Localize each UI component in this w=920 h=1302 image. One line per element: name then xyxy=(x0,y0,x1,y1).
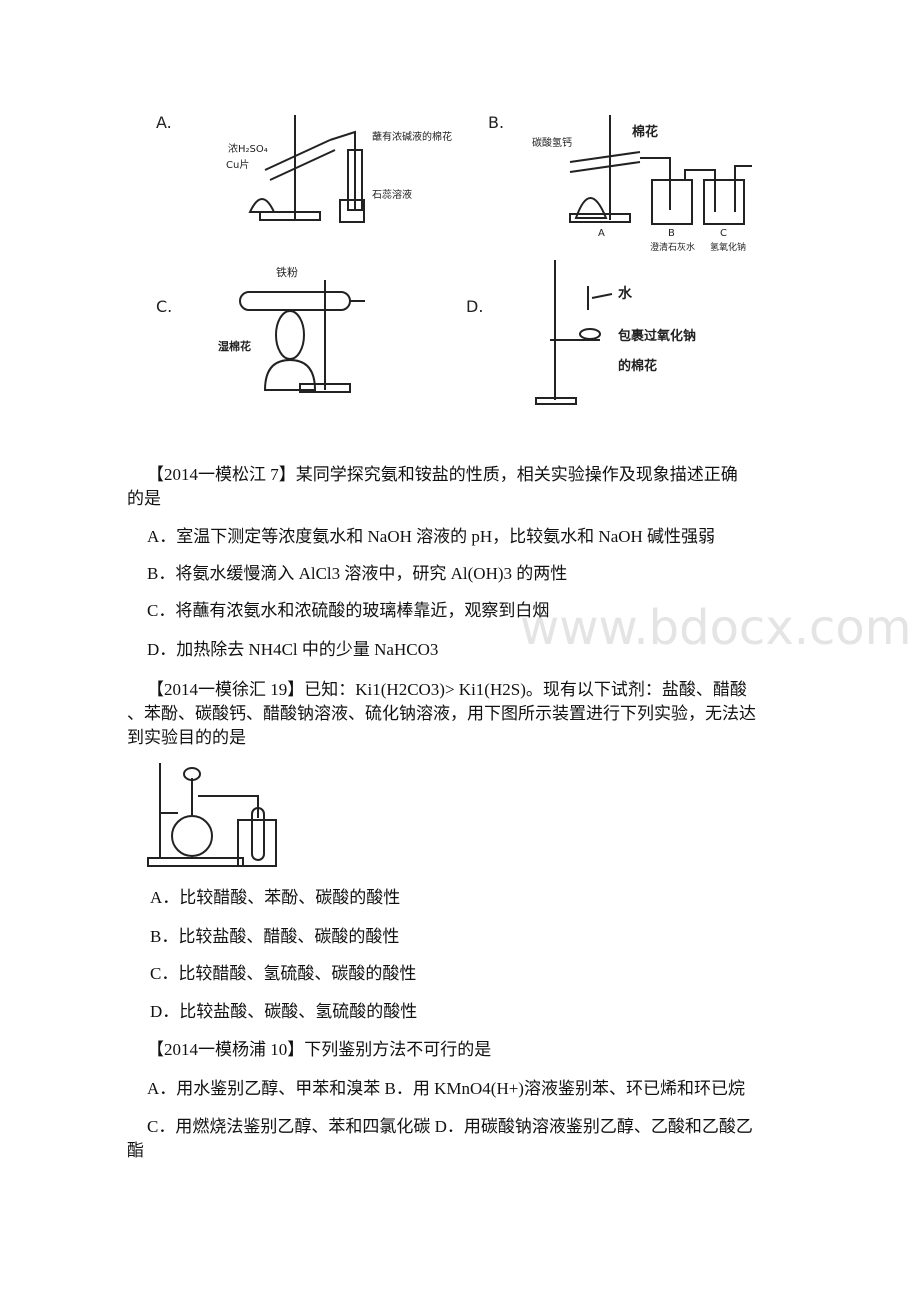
tube xyxy=(269,149,336,181)
burner xyxy=(248,198,276,213)
note: 蘸有浓碱液的棉花 xyxy=(372,130,452,143)
question-line: 【2014一模杨浦 10】下列鉴别方法不可行的是 xyxy=(147,1040,492,1059)
funnel xyxy=(183,767,201,781)
option: C．比较醋酸、氢硫酸、碳酸的酸性 xyxy=(150,964,417,983)
note: 包裹过氧化钠 xyxy=(618,328,696,344)
pipe xyxy=(684,169,716,212)
option: C．用燃烧法鉴别乙醇、苯和四氯化碳 D．用碳酸钠溶液鉴别乙醇、乙酸和乙酸乙 xyxy=(147,1117,753,1136)
flask xyxy=(171,815,213,857)
cotton xyxy=(579,328,601,340)
question-line: 【2014一模松江 7】某同学探究氨和铵盐的性质，相关实验操作及现象描述正确 xyxy=(147,465,738,484)
watermark: www.bdocx.com xyxy=(520,600,912,656)
beaker xyxy=(339,199,365,223)
note: 澄清石灰水 xyxy=(650,241,695,253)
panel-label: D. xyxy=(466,297,483,316)
stand-base xyxy=(535,397,577,405)
bottle xyxy=(703,179,745,225)
tube xyxy=(239,291,351,311)
burner xyxy=(574,197,608,219)
question-line: 、苯酚、碳酸钙、醋酸钠溶液、硫化钠溶液，用下图所示装置进行下列实验，无法达 xyxy=(127,704,756,723)
note: Cu片 xyxy=(226,158,249,171)
panel-label: A. xyxy=(156,113,172,132)
question-line: 到实验目的的是 xyxy=(127,728,246,747)
panel-label: C. xyxy=(156,297,172,316)
note: 棉花 xyxy=(632,124,658,140)
stand-base xyxy=(569,213,631,223)
question-line: 【2014一模徐汇 19】已知：Ki1(H2CO3)> Ki1(H2S)。现有以… xyxy=(147,680,747,699)
bottle xyxy=(651,179,693,225)
option: B．将氨水缓慢滴入 AlCl3 溶液中，研究 Al(OH)3 的两性 xyxy=(147,564,568,583)
test-tube xyxy=(251,807,265,861)
pipe xyxy=(734,165,752,212)
note: 氢氧化钠 xyxy=(710,241,746,253)
note: 浓H₂SO₄ xyxy=(228,143,268,155)
option: 酯 xyxy=(127,1141,144,1160)
option: D．比较盐酸、碳酸、氢硫酸的酸性 xyxy=(150,1002,418,1021)
beaker xyxy=(237,819,277,867)
note: B xyxy=(668,228,675,239)
note: 水 xyxy=(618,285,633,302)
pointer xyxy=(591,293,613,299)
flame xyxy=(275,310,305,360)
stand-base xyxy=(259,211,321,221)
tube xyxy=(569,151,641,163)
apparatus-figure: A. 浓H₂SO₄ Cu片 蘸有浓碱液的棉花 石蕊溶液 B. 碳酸氢钙 棉花 A… xyxy=(156,113,752,405)
option: D．加热除去 NH4Cl 中的少量 NaHCO3 xyxy=(147,640,439,659)
option: B．比较盐酸、醋酸、碳酸的酸性 xyxy=(150,927,400,946)
panel-label: B. xyxy=(488,113,504,132)
stand-base xyxy=(299,383,351,393)
stand-base xyxy=(147,857,244,867)
option: A．用水鉴别乙醇、甲苯和溴苯 B．用 KMnO4(H+)溶液鉴别苯、环已烯和环已… xyxy=(147,1079,745,1098)
option: C．将蘸有浓氨水和浓硫酸的玻璃棒靠近，观察到白烟 xyxy=(147,601,550,620)
note: 碳酸氢钙 xyxy=(532,136,572,149)
apparatus-figure xyxy=(147,763,277,867)
option: A．比较醋酸、苯酚、碳酸的酸性 xyxy=(150,888,401,907)
option: A．室温下测定等浓度氨水和 NaOH 溶液的 pH，比较氨水和 NaOH 碱性强… xyxy=(147,527,716,546)
tube xyxy=(569,161,641,173)
test-tube xyxy=(347,149,363,211)
note: C xyxy=(720,228,727,239)
note: 湿棉花 xyxy=(218,339,251,353)
lamp xyxy=(263,358,317,391)
note: 铁粉 xyxy=(276,266,298,279)
note: A xyxy=(598,228,605,239)
tube xyxy=(264,139,331,171)
note: 的棉花 xyxy=(618,358,657,374)
pipe xyxy=(640,157,671,210)
pipe xyxy=(329,130,356,210)
question-line: 的是 xyxy=(127,489,161,508)
pipe xyxy=(198,795,259,818)
note: 石蕊溶液 xyxy=(372,188,412,201)
